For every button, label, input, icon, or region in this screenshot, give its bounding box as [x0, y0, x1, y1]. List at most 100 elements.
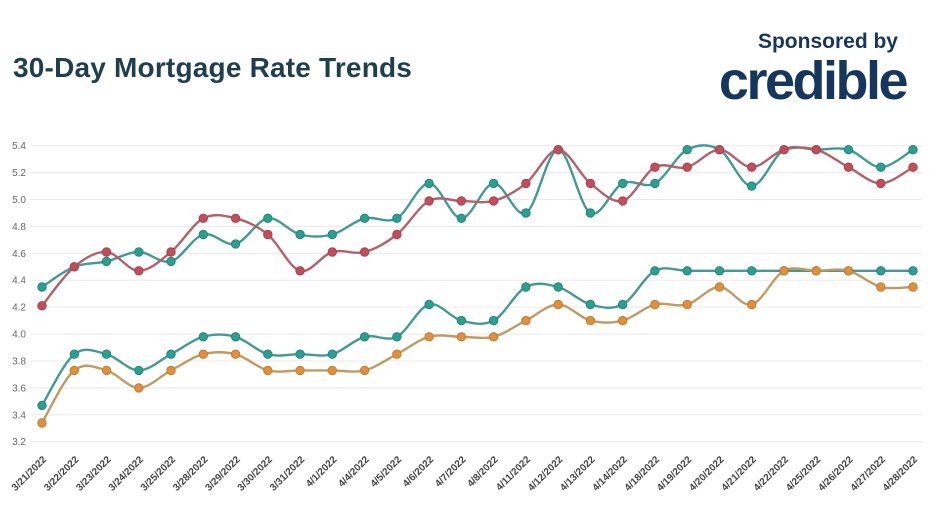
data-point-teal-upper-rate	[37, 282, 47, 292]
data-point-orange-rate	[392, 349, 402, 359]
y-axis-label: 4.6	[12, 249, 26, 260]
x-axis-label: 4/7/2022	[433, 454, 469, 490]
data-point-red-rate	[876, 178, 886, 189]
data-point-teal-lower-rate	[327, 349, 337, 359]
data-point-red-rate	[521, 178, 531, 189]
data-point-teal-lower-rate	[714, 266, 725, 276]
series-line-teal-lower-rate	[40, 267, 915, 407]
data-point-teal-lower-rate	[166, 349, 176, 359]
credible-logo: credible	[718, 51, 909, 111]
sponsor-block: Sponsored by credible	[718, 30, 909, 111]
data-point-teal-upper-rate	[166, 256, 176, 267]
x-axis-label: 4/4/2022	[336, 454, 372, 490]
data-point-teal-upper-rate	[134, 247, 144, 257]
data-point-red-rate	[166, 247, 176, 257]
data-point-red-rate	[134, 266, 144, 276]
data-point-orange-rate	[263, 365, 273, 376]
data-point-orange-rate	[650, 299, 660, 310]
data-point-red-rate	[37, 301, 47, 311]
data-point-orange-rate	[69, 365, 80, 376]
data-point-teal-upper-rate	[263, 213, 273, 224]
data-point-red-rate	[295, 266, 305, 276]
data-point-red-rate	[682, 162, 692, 172]
data-point-teal-upper-rate	[650, 178, 660, 189]
data-point-orange-rate	[843, 266, 854, 276]
data-point-orange-rate	[295, 365, 305, 376]
data-point-teal-upper-rate	[198, 229, 209, 240]
y-axis-label: 4.0	[12, 330, 26, 341]
data-point-orange-rate	[876, 282, 886, 292]
data-point-teal-upper-rate	[327, 229, 337, 240]
data-point-teal-lower-rate	[682, 266, 692, 276]
data-point-teal-upper-rate	[908, 145, 918, 155]
data-point-teal-upper-rate	[230, 239, 241, 249]
data-point-orange-rate	[779, 266, 789, 276]
y-axis-label: 3.2	[12, 437, 26, 448]
data-point-red-rate	[263, 229, 273, 240]
data-point-orange-rate	[618, 315, 628, 326]
data-point-red-rate	[650, 162, 660, 172]
data-point-red-rate	[553, 145, 563, 155]
data-point-orange-rate	[908, 282, 918, 292]
data-point-teal-lower-rate	[424, 299, 434, 310]
data-point-teal-upper-rate	[392, 213, 402, 224]
data-point-red-rate	[747, 162, 757, 172]
data-point-teal-lower-rate	[553, 282, 563, 292]
data-point-red-rate	[908, 162, 918, 172]
data-point-teal-upper-rate	[488, 178, 499, 189]
data-point-teal-upper-rate	[843, 145, 854, 155]
series-line-red-rate	[40, 146, 915, 307]
series-line-teal-upper-rate	[40, 144, 915, 289]
data-point-teal-lower-rate	[618, 299, 628, 310]
data-point-teal-lower-rate	[585, 299, 596, 310]
data-point-teal-lower-rate	[101, 349, 112, 359]
data-point-red-rate	[585, 178, 596, 189]
data-point-red-rate	[779, 145, 789, 155]
data-point-red-rate	[359, 247, 370, 257]
data-point-red-rate	[714, 145, 725, 155]
data-point-teal-lower-rate	[521, 282, 531, 292]
data-point-teal-upper-rate	[295, 229, 305, 240]
data-point-teal-lower-rate	[456, 315, 467, 326]
data-point-red-rate	[101, 247, 112, 257]
data-point-teal-lower-rate	[359, 332, 370, 342]
data-point-teal-upper-rate	[424, 178, 434, 189]
x-axis-label: 4/28/2022	[881, 454, 921, 494]
data-point-orange-rate	[521, 315, 531, 326]
data-point-orange-rate	[747, 299, 757, 310]
data-point-teal-upper-rate	[747, 181, 757, 191]
data-point-teal-upper-rate	[618, 178, 628, 189]
data-point-orange-rate	[359, 365, 370, 376]
data-point-teal-lower-rate	[69, 349, 80, 359]
y-axis-label: 3.6	[12, 383, 26, 394]
data-point-teal-upper-rate	[359, 213, 370, 224]
data-point-orange-rate	[553, 299, 563, 310]
data-point-teal-lower-rate	[876, 266, 886, 276]
x-axis-label: 4/1/2022	[304, 454, 340, 490]
data-point-red-rate	[198, 213, 209, 224]
data-point-red-rate	[456, 196, 467, 206]
data-point-orange-rate	[134, 383, 144, 393]
series-line-orange-rate	[40, 267, 915, 425]
data-point-red-rate	[424, 196, 434, 206]
sponsored-by-label: Sponsored by	[757, 30, 898, 53]
data-point-teal-lower-rate	[263, 349, 273, 359]
data-point-teal-lower-rate	[230, 332, 241, 342]
y-axis-label: 3.4	[12, 410, 26, 421]
data-point-orange-rate	[37, 418, 47, 428]
data-point-orange-rate	[198, 349, 209, 359]
data-point-orange-rate	[811, 266, 821, 276]
y-axis-label: 3.8	[12, 357, 26, 368]
data-point-red-rate	[392, 229, 402, 240]
data-point-red-rate	[843, 162, 854, 172]
data-point-teal-lower-rate	[134, 365, 144, 376]
data-point-orange-rate	[327, 365, 337, 376]
data-point-teal-upper-rate	[876, 162, 886, 172]
y-axis-label: 4.4	[12, 276, 26, 287]
data-point-teal-upper-rate	[682, 145, 692, 155]
data-point-red-rate	[811, 145, 821, 155]
data-point-red-rate	[618, 196, 628, 206]
data-point-teal-lower-rate	[295, 349, 305, 359]
data-point-red-rate	[327, 247, 337, 257]
